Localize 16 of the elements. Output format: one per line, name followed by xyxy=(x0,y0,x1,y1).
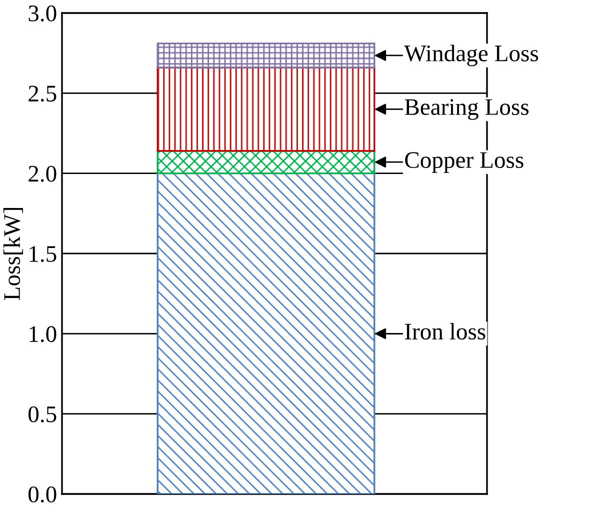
bar xyxy=(156,172,376,494)
annotation: Copper Loss xyxy=(405,152,524,173)
annotation: Iron loss xyxy=(404,322,486,340)
y-tick-label: 1.0 xyxy=(30,326,56,342)
bar xyxy=(156,66,376,152)
y-tick-label: 0.5 xyxy=(28,406,56,422)
y-tick-label: 0.0 xyxy=(28,486,56,503)
bar xyxy=(156,150,376,174)
annotation: Bearing Loss xyxy=(404,99,529,120)
y-tick-label: 1.5 xyxy=(30,246,56,262)
y-axis-title: Loss[kW] xyxy=(3,208,23,300)
annotation: Windage Loss xyxy=(404,44,538,66)
y-tick-label: 2.5 xyxy=(28,86,56,102)
bar xyxy=(156,42,376,68)
y-tick-label: 2.0 xyxy=(28,166,56,182)
y-tick-label: 3.0 xyxy=(28,5,56,22)
